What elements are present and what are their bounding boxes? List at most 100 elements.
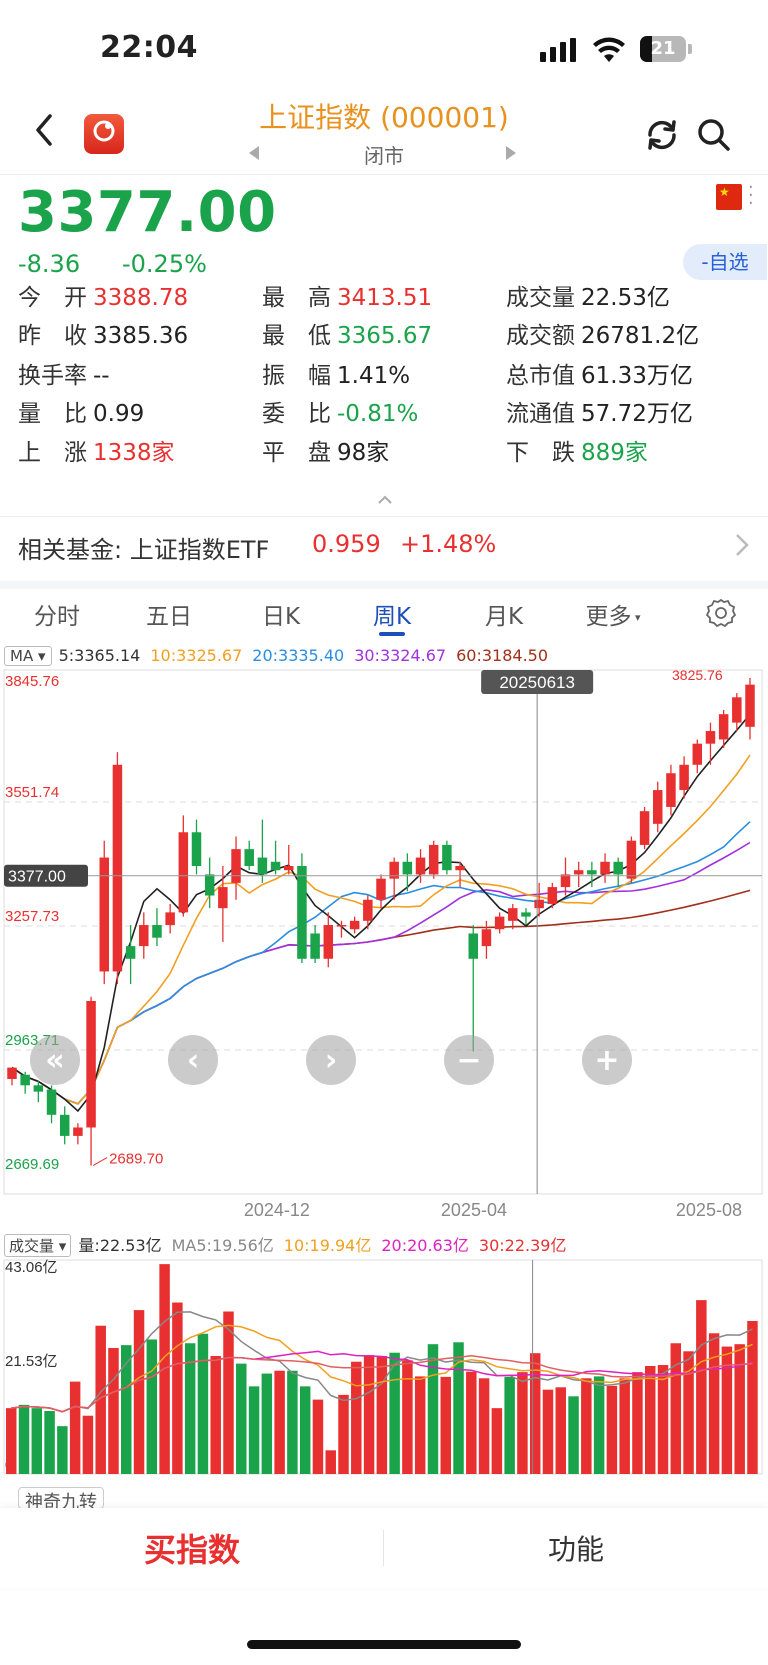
back-button[interactable] (32, 112, 56, 152)
candle (402, 853, 413, 892)
volume-bar (57, 1426, 68, 1474)
volume-bar (504, 1376, 515, 1474)
cursor-date: 20250613 (499, 673, 575, 692)
stat-item: 换手率 -- (18, 356, 110, 390)
refresh-icon[interactable] (644, 117, 680, 157)
candle-body (218, 887, 228, 909)
scroll-right-icon[interactable]: › (306, 1035, 356, 1085)
stat-item: 量 比 0.99 (18, 394, 144, 428)
stat-item: 成交额 26781.2亿 (506, 316, 699, 350)
zoom-out-icon-bg (444, 1035, 494, 1085)
functions-button[interactable]: 功能 (547, 1533, 604, 1566)
ma-select[interactable]: MA ▾ (4, 646, 52, 666)
zoom-out-icon[interactable]: − (444, 1035, 494, 1085)
settings-gear-icon[interactable] (705, 598, 737, 632)
candle (363, 895, 373, 930)
volume-bar (18, 1404, 30, 1474)
candle (573, 861, 584, 888)
zoom-rewind-icon[interactable]: « (30, 1035, 80, 1085)
stat-value: 3365.67 (337, 323, 433, 349)
candle-body (547, 887, 558, 904)
volume-bar (69, 1381, 81, 1474)
candle (270, 840, 281, 875)
stat-value: 0.99 (93, 401, 145, 427)
candle (560, 857, 571, 896)
candle (415, 849, 426, 883)
zoom-in-icon[interactable]: + (582, 1035, 632, 1085)
volume-bar (146, 1339, 158, 1474)
kline-chart[interactable]: 3845.763551.743257.732963.712669.693377.… (0, 668, 768, 1228)
remove-watchlist-button[interactable]: -自选 (683, 244, 767, 280)
volume-bar (223, 1311, 234, 1474)
scroll-left-icon[interactable]: ‹ (168, 1035, 218, 1085)
expand-chevron-icon[interactable] (377, 490, 393, 509)
candle-body (745, 684, 755, 727)
candle (587, 861, 597, 888)
cursor-date-tag (481, 670, 594, 694)
volume-bar (261, 1373, 273, 1474)
candle-body (99, 857, 109, 972)
volume-bar (414, 1376, 426, 1474)
candle-body (455, 865, 465, 871)
volume-bar (657, 1365, 669, 1474)
stat-label: 最 高 (262, 285, 331, 311)
candle-body (376, 878, 386, 900)
candle-body (718, 714, 729, 740)
candle (46, 1085, 57, 1124)
legend-item: 量:22.53亿 (78, 1236, 162, 1255)
price-axis-label: 3257.73 (5, 908, 59, 925)
more-dots-icon[interactable]: · · · (748, 177, 754, 214)
volume-select[interactable]: 成交量 ▾ (4, 1234, 72, 1257)
candle-body (428, 844, 439, 875)
candle (112, 752, 123, 985)
tab-monthly-k[interactable]: 月K (484, 604, 524, 630)
tab-daily-k[interactable]: 日K (261, 604, 301, 630)
candle-body (573, 870, 584, 875)
home-indicator (247, 1640, 521, 1649)
zoom-rewind-icon-glyph: « (45, 1043, 64, 1078)
chevron-right-icon[interactable] (735, 533, 749, 561)
candle (297, 853, 307, 963)
candle (389, 857, 399, 900)
volume-bar (184, 1343, 196, 1474)
volume-ma30-line (11, 1355, 753, 1413)
candle-body (336, 925, 347, 927)
candle (336, 920, 347, 938)
ma-select-label: MA (10, 647, 34, 665)
buy-index-button[interactable]: 买指数 (143, 1531, 240, 1569)
legend-item: 30:3324.67 (354, 646, 447, 665)
next-stock-arrow-icon[interactable] (506, 146, 516, 160)
search-icon[interactable] (696, 117, 732, 157)
tab-weekly-k[interactable]: 周K (372, 604, 412, 630)
volume-bar (236, 1363, 247, 1474)
tab-intraday[interactable]: 分时 (34, 604, 80, 630)
volume-bar (121, 1345, 132, 1474)
candle-body (442, 844, 452, 871)
stat-value: 26781.2亿 (581, 323, 700, 349)
candle (376, 874, 386, 909)
tab-more[interactable]: 更多 ▾ (568, 597, 658, 631)
tab-five-day[interactable]: 五日 (146, 604, 192, 630)
stat-label: 总市值 (506, 363, 575, 389)
candle-body (125, 946, 136, 959)
candle (152, 908, 162, 947)
candle-body (139, 925, 149, 947)
wifi-icon (592, 36, 626, 66)
prev-stock-arrow-icon[interactable] (249, 146, 259, 160)
volume-bar (427, 1344, 439, 1474)
legend-item: 60:3184.50 (456, 646, 549, 665)
stat-item: 最 高 3413.51 (262, 278, 432, 312)
volume-bar (606, 1385, 618, 1474)
volume-bar (133, 1310, 145, 1474)
candle-body (468, 933, 478, 959)
stat-item: 最 低 3365.67 (262, 316, 432, 350)
volume-bar (299, 1386, 311, 1474)
candle (521, 908, 531, 926)
candle-body (297, 865, 307, 959)
candle (494, 912, 505, 934)
volume-bar (619, 1378, 630, 1474)
indicator-tab[interactable]: 神奇九转 (18, 1487, 104, 1509)
candle-body (666, 773, 676, 807)
candle-body (323, 925, 334, 959)
